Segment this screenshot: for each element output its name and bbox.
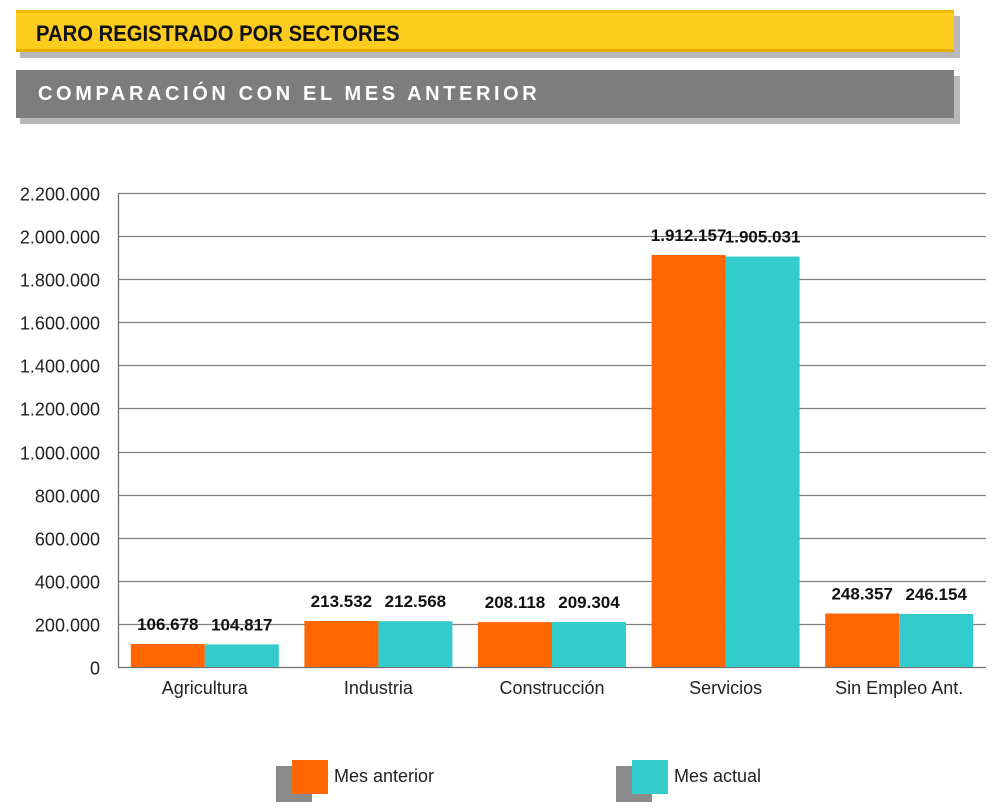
data-label: 104.817	[211, 615, 272, 634]
bar-mes-actual	[204, 644, 279, 667]
data-label: 212.568	[385, 592, 446, 611]
data-label: 1.905.031	[725, 228, 801, 247]
y-tick-label: 1.000.000	[20, 444, 100, 464]
data-label: 246.154	[905, 585, 967, 604]
bar-mes-anterior	[478, 622, 552, 667]
data-label: 209.304	[558, 593, 620, 612]
x-tick-label: Sin Empleo Ant.	[835, 678, 963, 698]
y-tick-label: 400.000	[35, 573, 100, 593]
y-tick-label: 2.200.000	[20, 185, 100, 205]
y-tick-label: 1.600.000	[20, 314, 100, 334]
legend-swatch-mes-actual	[632, 760, 668, 794]
bar-mes-actual	[378, 621, 453, 667]
bar-mes-anterior	[304, 620, 379, 667]
x-tick-label: Industria	[344, 678, 414, 698]
bar-mes-anterior	[825, 613, 900, 667]
data-label: 106.678	[137, 615, 198, 634]
x-tick-label: Servicios	[689, 678, 762, 698]
y-tick-label: 1.400.000	[20, 357, 100, 377]
bar-mes-actual	[725, 256, 800, 667]
y-tick-label: 800.000	[35, 487, 100, 507]
legend-label-mes-anterior: Mes anterior	[334, 766, 435, 786]
page-title: PARO REGISTRADO POR SECTORES	[36, 21, 400, 46]
data-label: 1.912.157	[651, 226, 727, 245]
x-tick-label: Construcción	[499, 678, 604, 698]
y-tick-label: 1.200.000	[20, 400, 100, 420]
y-tick-label: 600.000	[35, 530, 100, 550]
legend-label-mes-actual: Mes actual	[674, 766, 762, 786]
bar-mes-actual	[552, 621, 626, 667]
data-label: 208.118	[485, 593, 546, 612]
data-label: 248.357	[831, 584, 892, 603]
bar-mes-anterior	[130, 644, 205, 667]
y-tick-label: 0	[90, 659, 100, 679]
y-tick-label: 1.800.000	[20, 271, 100, 291]
y-tick-label: 200.000	[35, 616, 100, 636]
x-tick-label: Agricultura	[162, 678, 249, 698]
legend-swatch-mes-anterior	[292, 760, 328, 794]
y-tick-label: 2.000.000	[20, 228, 100, 248]
bar-mes-anterior	[651, 255, 726, 667]
page-subtitle: COMPARACIÓN CON EL MES ANTERIOR	[38, 83, 541, 105]
bar-mes-actual	[899, 613, 974, 667]
subtitle-banner: COMPARACIÓN CON EL MES ANTERIOR	[16, 70, 954, 118]
title-banner: PARO REGISTRADO POR SECTORES	[16, 10, 954, 52]
data-label: 213.532	[311, 592, 372, 611]
